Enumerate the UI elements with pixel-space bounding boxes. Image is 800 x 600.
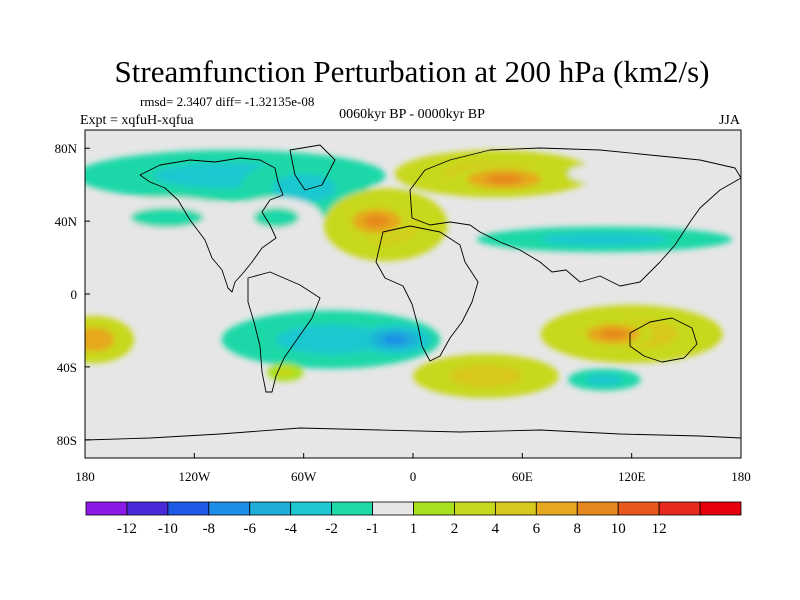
anomaly-contour-5-2	[364, 215, 389, 228]
colorbar-swatch	[331, 501, 373, 516]
anomaly-contour-9-1	[540, 232, 669, 246]
y-tick-label: 0	[71, 287, 78, 302]
x-tick-label: 60E	[512, 469, 533, 484]
anomaly-contour-16-1	[449, 365, 523, 387]
map-plot-area: 180 120W 60W 0 60E 120E 180 80N 40N 0 40S 80S	[55, 129, 751, 484]
colorbar-label: 12	[652, 521, 667, 537]
colorbar-swatch	[576, 501, 619, 516]
colorbar-label: 8	[574, 521, 582, 537]
anomaly-field	[85, 150, 732, 398]
colorbar-swatch	[249, 501, 292, 516]
coastlines	[85, 144, 741, 441]
x-tick-label: 180	[75, 469, 95, 484]
anomaly-contour-2-1	[130, 207, 204, 228]
australia-coastline	[629, 317, 698, 363]
colorbar-swatch	[413, 501, 455, 516]
colorbar-label: 1	[410, 521, 418, 537]
antarctica-coastline	[85, 427, 741, 441]
stats-label: rmsd= 2.3407 diff= -1.32135e-08	[140, 94, 314, 109]
colorbar-swatch	[126, 501, 169, 516]
colorbar-label: -4	[284, 521, 297, 537]
expt-label: Expt = xqfuH-xqfua	[80, 113, 194, 128]
south-america-coastline	[247, 271, 321, 393]
x-tick-label: 0	[410, 469, 417, 484]
colorbar-label: 10	[611, 521, 626, 537]
colorbar-label: 4	[492, 521, 500, 537]
anomaly-contour-12-2	[382, 334, 407, 345]
x-tick-label: 120W	[178, 469, 211, 484]
colorbar-label: -1	[366, 521, 379, 537]
colorbar-swatch	[454, 501, 496, 516]
colorbar-swatch	[535, 501, 578, 516]
x-axis-ticks: 180 120W 60W 0 60E 120E 180	[75, 453, 751, 484]
period-label: 0060kyr BP - 0000kyr BP	[339, 107, 485, 122]
colorbar-swatch	[494, 501, 537, 516]
north-america-coastline	[139, 157, 284, 293]
y-tick-label: 80S	[57, 433, 77, 448]
y-tick-label: 40S	[57, 360, 77, 375]
colorbar-swatch	[167, 501, 210, 516]
colorbar-swatch	[208, 501, 251, 516]
colorbar-label: -2	[325, 521, 338, 537]
colorbar-label: 2	[451, 521, 459, 537]
colorbar-label: -10	[158, 521, 178, 537]
anomaly-contour-3-1	[253, 207, 300, 228]
x-tick-label: 60W	[291, 469, 317, 484]
anomaly-contour-17-1	[586, 374, 623, 386]
africa-coastline	[375, 225, 479, 362]
chart-title: Streamfunction Perturbation at 200 hPa (…	[115, 54, 710, 89]
season-label: JJA	[719, 113, 741, 128]
x-tick-label: 120E	[618, 469, 646, 484]
colorbar-label: -12	[117, 521, 137, 537]
y-tick-label: 80N	[55, 141, 78, 156]
colorbar-swatch	[658, 501, 701, 516]
y-axis-ticks: 80N 40N 0 40S 80S	[55, 141, 90, 448]
anomaly-contour-8-1	[590, 168, 637, 180]
colorbar-label: -8	[203, 521, 216, 537]
greenland-coastline	[289, 144, 336, 191]
colorbar: -12 -10 -8 -6 -4 -2 -1 1 2 4 6 8 10 12	[85, 501, 742, 537]
colorbar-label: -6	[244, 521, 257, 537]
colorbar-swatch	[290, 501, 333, 516]
colorbar-label: 6	[533, 521, 541, 537]
colorbar-swatch	[372, 501, 414, 516]
anomaly-contour-7-2	[485, 174, 523, 185]
colorbar-swatch	[617, 501, 660, 516]
anomaly-contour-15-2	[600, 329, 627, 339]
colorbar-swatch	[85, 501, 128, 516]
x-tick-label: 180	[731, 469, 751, 484]
y-tick-label: 40N	[55, 214, 78, 229]
anomaly-contour-11-1	[276, 324, 386, 355]
anomaly-contour-13-1	[276, 367, 295, 377]
eurasia-coastline	[409, 147, 741, 287]
anomaly-contour-10-1	[85, 327, 115, 352]
colorbar-swatch	[699, 501, 742, 516]
